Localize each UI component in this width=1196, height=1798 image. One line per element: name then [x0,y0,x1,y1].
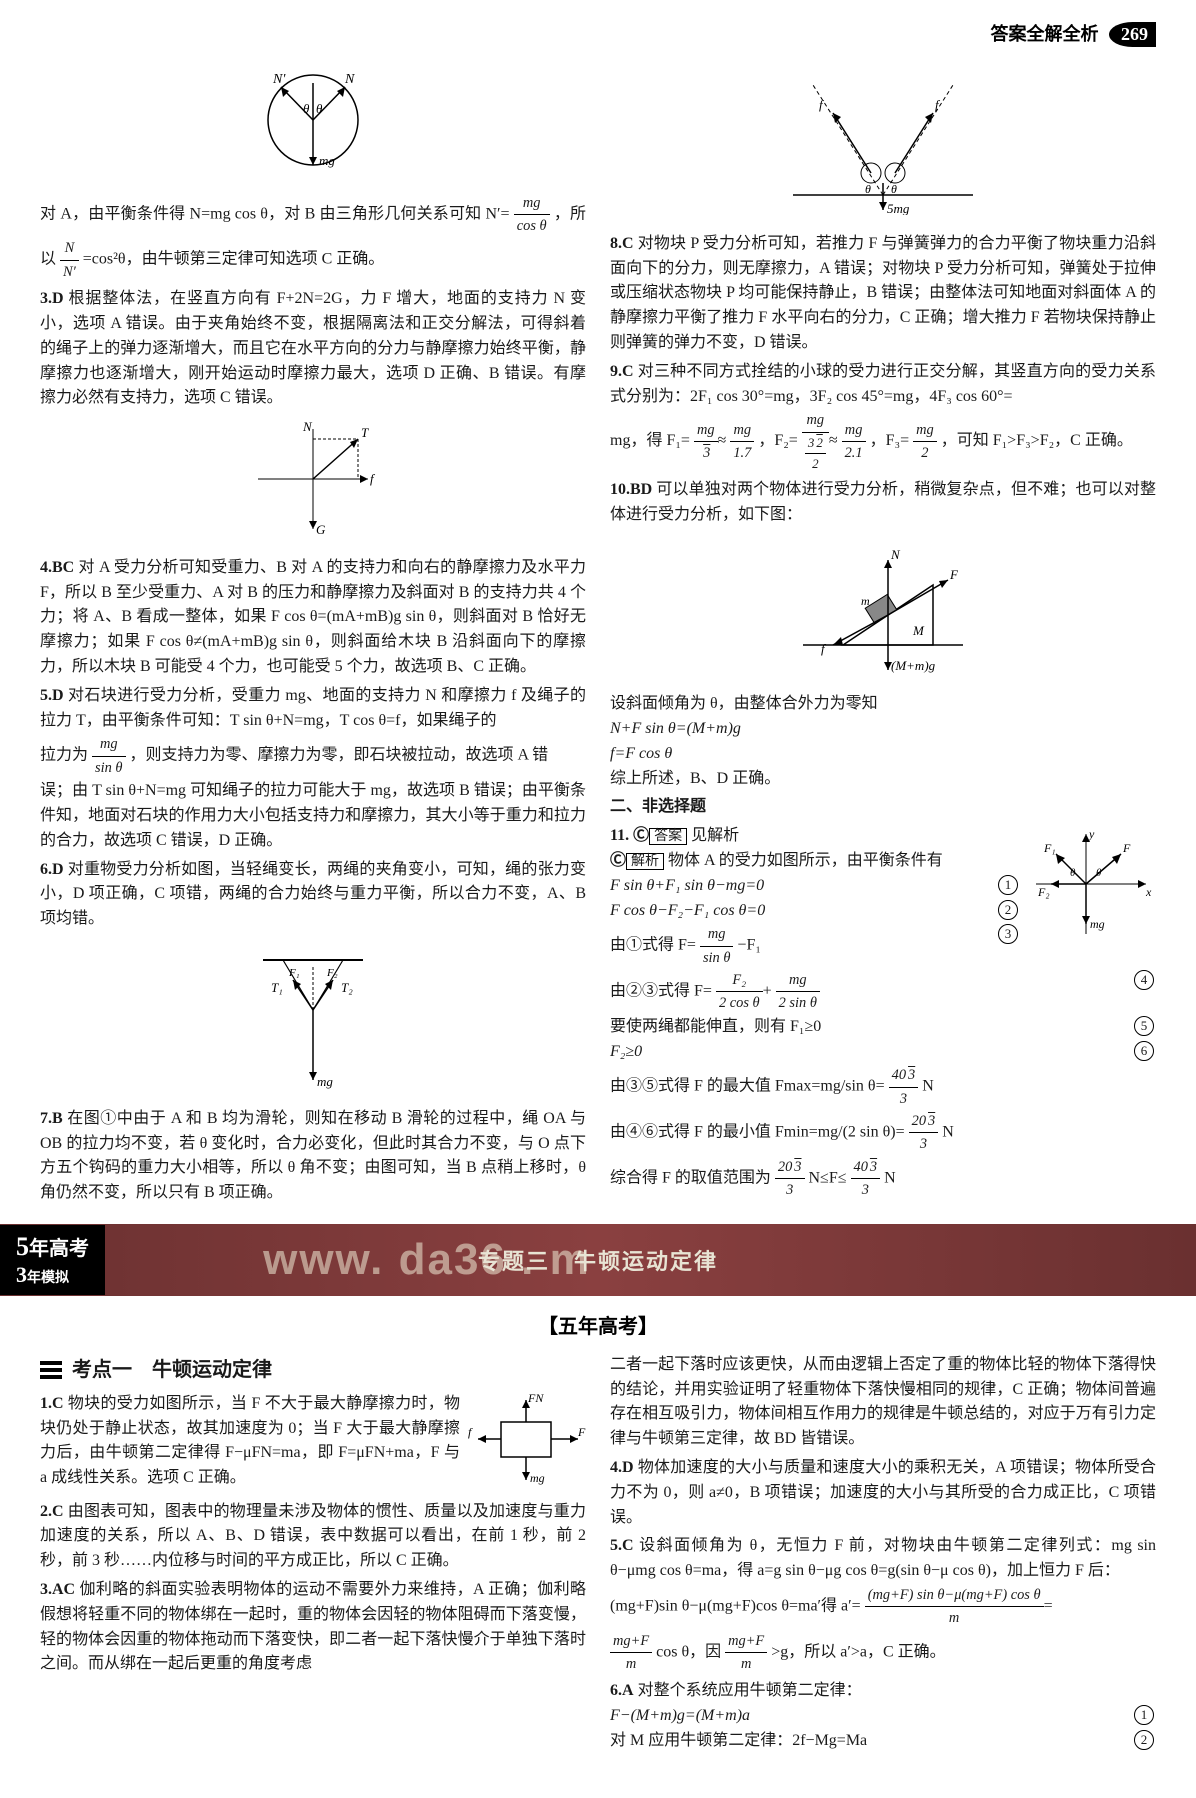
svg-text:FN: FN [527,1392,544,1405]
banner-left-block: 5年高考 3年模拟 [0,1225,105,1295]
svg-text:(M+m)g: (M+m)g [891,658,936,673]
svg-text:θ: θ [891,182,897,196]
bottom-q3: 3.AC 伽利略的斜面实验表明物体的运动不需要外力来维持，A 正确；伽利略假想将… [40,1578,586,1677]
page-header: 答案全解全析 269 [40,20,1156,47]
svg-text:θ: θ [1096,867,1102,879]
svg-text:M: M [912,623,925,638]
section-banner: 5年高考 3年模拟 www. da36 . m 专题三 牛顿运动定律 [0,1224,1196,1296]
topic-heading: 考点一 牛顿运动定律 [40,1355,586,1386]
bottom-q1: FN f F mg 1.C 物块的受力如图所示，当 F 不大于最大静摩擦力时，物… [40,1392,586,1496]
question-8: 8.C 对物块 P 受力分析可知，若推力 F 与弹簧弹力的合力平衡了物块重力沿斜… [610,232,1156,356]
svg-text:F: F [949,567,959,582]
q2-continuation: 对 A，由平衡条件得 N=mg cos θ，对 B 由三角形几何关系可知 N′=… [40,192,586,283]
svg-text:N: N [302,419,313,434]
question-9: 9.C 对三种不同方式拴结的小球的受力进行正交分解，其竖直方向的受力关系式分别为… [610,360,1156,474]
svg-text:θ: θ [1070,867,1076,879]
svg-text:F₁: F₁ [288,967,300,979]
svg-text:5mg: 5mg [887,201,910,215]
section-2-title: 二、非选择题 [610,795,1156,820]
svg-text:f: f [370,471,376,486]
svg-text:m: m [861,594,870,608]
svg-text:mg: mg [1090,917,1105,931]
svg-text:N: N [890,547,901,562]
svg-text:f: f [468,1425,473,1439]
diagram-block-force: FN f F mg [466,1392,586,1496]
svg-text:F₁: F₁ [1043,841,1056,855]
question-3: 3.D 根据整体法，在竖直方向有 F+2N=2G，力 F 增大，地面的支持力 N… [40,287,586,411]
bottom-q5: 5.C 设斜面倾角为 θ，无恒力 F 前，对物块由牛顿第二定律列式：mg sin… [610,1534,1156,1675]
svg-text:T₁: T₁ [271,980,283,995]
svg-text:f: f [821,641,827,656]
bottom-q2: 2.C 由图表可知，图表中的物理量未涉及物体的惯性、质量以及加速度与重力加速度的… [40,1500,586,1574]
svg-text:F: F [577,1425,586,1439]
bottom-right-p1: 二者一起下落时应该更快，从而由逻辑上否定了重的物体比轻的物体下落得快的结论，并用… [610,1353,1156,1452]
bottom-right-column: 二者一起下落时应该更快，从而由逻辑上否定了重的物体比轻的物体下落得快的结论，并用… [610,1349,1156,1758]
header-title: 答案全解全析 [991,24,1099,44]
right-column: f f θ θ 5mg 8.C 对物块 P 受力分析可知，若推力 F 与弹簧弹力… [610,57,1156,1210]
diagram-wedge: f f θ θ 5mg [610,65,1156,224]
banner-title: 专题三 牛顿运动定律 [478,1244,718,1276]
question-10: 10.BD 可以单独对两个物体进行受力分析，稍微复杂点，但不难；也可以对整体进行… [610,478,1156,528]
question-11: y x F F₁ F₂ θ θ mg 11. Ⓒ答案 见解析 Ⓒ解析 物体 A … [610,824,1156,1201]
diagram-ropes: T₁ T₂ F₁ F₂ mg [40,940,586,1099]
svg-text:θ: θ [316,101,323,116]
svg-text:F: F [1122,841,1131,855]
svg-text:mg: mg [530,1471,545,1485]
left-column: N' N θ θ mg 对 A，由平衡条件得 N=mg cos θ，对 B 由三… [40,57,586,1210]
diagram-force-1: T f N G [40,419,586,548]
svg-text:y: y [1088,827,1095,841]
svg-text:f: f [819,97,825,112]
sub-banner: 【五年高考】 [40,1310,1156,1339]
svg-text:θ: θ [303,101,310,116]
question-10-cont: 设斜面倾角为 θ，由整体合外力为零知 N+F sin θ=(M+m)g f=F … [610,692,1156,791]
diagram-circle: N' N θ θ mg [40,65,586,184]
bottom-q6: 6.A 对整个系统应用牛顿第二定律： F−(M+m)g=(M+m)a 1 对 M… [610,1679,1156,1753]
diagram-incline-block: N F f m M (M+m)g [610,535,1156,684]
svg-text:mg: mg [319,153,335,168]
question-6: 6.D 对重物受力分析如图，当轻绳变长，两绳的夹角变小，可知，绳的张力变小，D … [40,858,586,932]
question-5: 5.D 对石块进行受力分析，受重力 mg、地面的支持力 N 和摩擦力 f 及绳子… [40,684,586,854]
svg-text:x: x [1145,885,1152,899]
bottom-left-column: 考点一 牛顿运动定律 FN f [40,1349,586,1758]
question-4: 4.BC 对 A 受力分析可知受重力、B 对 A 的支持力和向右的静摩擦力及水平… [40,556,586,680]
svg-text:G: G [316,522,326,537]
svg-text:mg: mg [317,1074,333,1089]
svg-text:T: T [361,425,369,440]
question-7: 7.B 在图①中由于 A 和 B 均为滑轮，则知在移动 B 滑轮的过程中，绳 O… [40,1107,586,1206]
svg-text:N: N [344,72,355,87]
svg-text:F₂: F₂ [326,967,338,979]
page-number: 269 [1109,22,1156,47]
diagram-axes: y x F F₁ F₂ θ θ mg [1026,824,1156,953]
svg-text:θ: θ [865,182,871,196]
svg-text:N': N' [272,72,286,87]
svg-text:T₂: T₂ [341,980,353,995]
svg-text:F₂: F₂ [1037,885,1050,899]
bottom-q4: 4.D 物体加速度的大小与质量和速度大小的乘积无关，A 项错误；物体所受合力不为… [610,1456,1156,1530]
